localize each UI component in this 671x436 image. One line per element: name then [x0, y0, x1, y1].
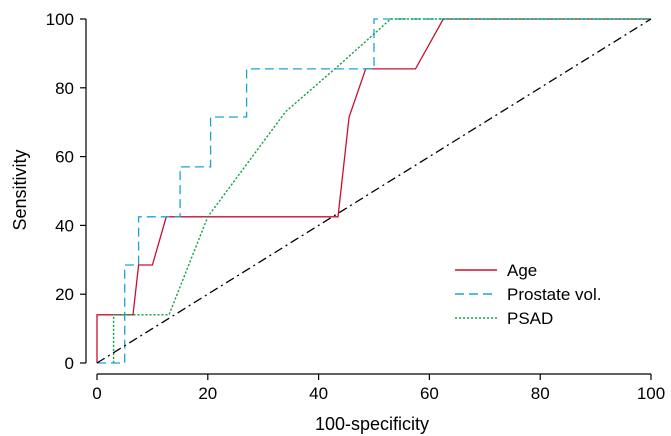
y-tick-label: 80 — [55, 79, 74, 98]
series-prostate-vol-line — [97, 18, 651, 364]
x-tick-label: 100 — [637, 384, 665, 403]
y-tick-label: 20 — [55, 285, 74, 304]
x-tick-label: 0 — [92, 384, 101, 403]
y-tick-label: 0 — [65, 354, 74, 373]
y-tick-label: 40 — [55, 216, 74, 235]
legend-label: PSAD — [507, 309, 553, 328]
y-axis-title: Sensitivity — [10, 149, 30, 230]
y-tick-label: 100 — [46, 10, 74, 29]
x-tick-label: 20 — [198, 384, 217, 403]
series-psad-line — [112, 18, 651, 363]
y-tick-label: 60 — [55, 148, 74, 167]
x-axis-title: 100-specificity — [315, 414, 429, 434]
x-tick-label: 40 — [309, 384, 328, 403]
x-tick-label: 80 — [531, 384, 550, 403]
axes — [80, 18, 652, 380]
tick-labels: 0 20 40 60 80 100 0 20 40 60 80 100 — [46, 10, 666, 403]
legend: Age Prostate vol. PSAD — [455, 261, 602, 328]
legend-label: Prostate vol. — [507, 285, 602, 304]
legend-label: Age — [507, 261, 537, 280]
reference-diagonal-line — [96, 18, 652, 364]
series-layer — [96, 18, 652, 364]
x-tick-label: 60 — [420, 384, 439, 403]
